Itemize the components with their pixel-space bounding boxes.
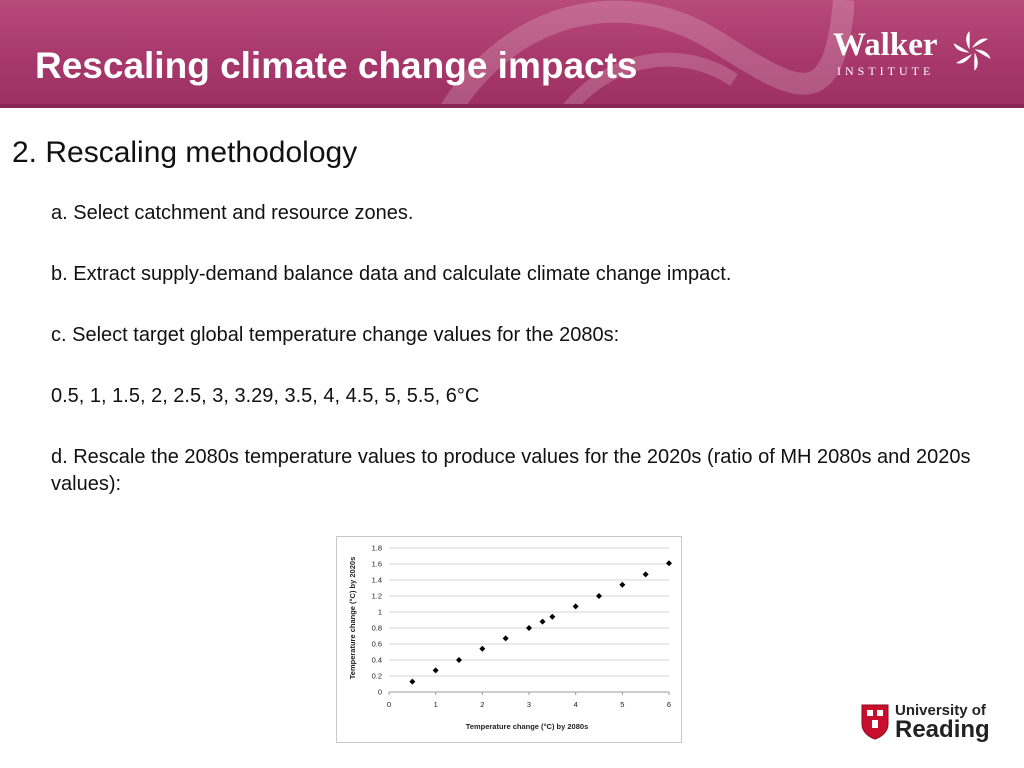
x-tick-label: 4 — [574, 700, 578, 709]
temperature-values-text: 0.5, 1, 1.5, 2, 2.5, 3, 3.29, 3.5, 4, 4.… — [51, 385, 480, 407]
data-point — [409, 678, 416, 685]
university-of-reading-logo: University of Reading — [861, 702, 991, 746]
data-point — [642, 571, 649, 578]
x-tick-label: 1 — [434, 700, 438, 709]
walker-institute-logo: Walker INSTITUTE — [833, 26, 998, 82]
logo-line-1: University of — [895, 702, 986, 719]
data-point — [432, 667, 439, 674]
data-point — [502, 635, 509, 642]
data-point — [456, 657, 462, 663]
crest-shield-icon — [861, 704, 889, 740]
scatter-chart-svg: 0 0.2 0.4 0.6 0.8 1 1.2 1.4 1.6 1.8 0 1 2 3 4 5 6 Tempe… — [348, 544, 672, 731]
scatter-chart: 0 0.2 0.4 0.6 0.8 1 1.2 1.4 1.6 1.8 0 1 2 3 4 5 6 Tempe… — [336, 536, 682, 743]
logo-subtitle: INSTITUTE — [837, 64, 935, 78]
section-heading: 2. Rescaling methodology — [12, 136, 358, 169]
walker-swirl-icon — [953, 31, 991, 71]
y-tick-label: 0.2 — [372, 672, 382, 681]
header-banner: Rescaling climate change impacts Walker … — [0, 0, 1024, 108]
data-point — [572, 603, 579, 610]
y-tick-label: 0 — [378, 688, 382, 697]
methodology-list: a. Select catchment and resource zones. … — [51, 200, 1001, 498]
data-point — [666, 560, 672, 567]
page-title: Rescaling climate change impacts — [35, 45, 638, 86]
y-axis-label: Temperature change (°C) by 2020s — [348, 557, 357, 680]
data-point — [549, 613, 556, 620]
x-tick-label: 5 — [620, 700, 624, 709]
x-tick-label: 3 — [527, 700, 531, 709]
step-a-text: a. Select catchment and resource zones. — [51, 202, 414, 224]
x-tick-label: 2 — [480, 700, 484, 709]
y-tick-label: 0.6 — [372, 640, 382, 649]
y-tick-label: 1.2 — [372, 592, 382, 601]
step-d-text: d. Rescale the 2080s temperature values … — [51, 446, 971, 495]
data-point — [539, 618, 546, 625]
data-point — [596, 593, 602, 599]
data-point — [479, 645, 486, 652]
y-tick-label: 1.8 — [372, 544, 382, 553]
y-tick-label: 1.6 — [372, 560, 382, 569]
x-tick-label: 6 — [667, 700, 671, 709]
y-tick-label: 1.4 — [372, 576, 382, 585]
data-point — [619, 581, 626, 588]
data-point — [526, 625, 532, 631]
step-c-text: c. Select target global temperature chan… — [51, 324, 620, 346]
logo-wordmark: Walker — [833, 27, 938, 63]
y-tick-label: 1 — [378, 608, 382, 617]
y-tick-label: 0.8 — [372, 624, 382, 633]
x-tick-label: 0 — [387, 700, 391, 709]
logo-line-2: Reading — [895, 716, 990, 743]
x-axis-label: Temperature change (°C) by 2080s — [466, 722, 589, 731]
y-tick-label: 0.4 — [372, 656, 382, 665]
step-b-text: b. Extract supply-demand balance data an… — [51, 263, 732, 285]
